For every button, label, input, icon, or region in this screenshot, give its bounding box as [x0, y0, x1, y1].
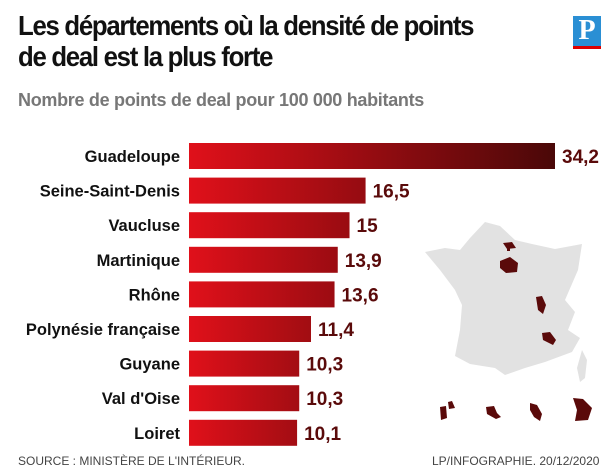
- chart-subtitle: Nombre de points de deal pour 100 000 ha…: [18, 90, 425, 110]
- category-label: Guadeloupe: [85, 148, 180, 166]
- loiret: [500, 257, 518, 273]
- value-label: 13,6: [342, 285, 379, 306]
- rhone: [536, 296, 546, 314]
- bar-6: [189, 350, 300, 377]
- bar-5: [189, 316, 311, 342]
- le-parisien-logo: P: [573, 16, 601, 49]
- category-label: Rhône: [129, 286, 180, 304]
- val-doise: [503, 242, 516, 249]
- bar-0: [189, 143, 555, 169]
- value-label: 11,4: [318, 320, 354, 341]
- value-label: 10,3: [306, 389, 343, 410]
- category-label: Martinique: [97, 252, 180, 270]
- bar-7: [189, 385, 300, 412]
- polynesie: [486, 406, 501, 419]
- value-label: 10,1: [304, 424, 341, 445]
- france-mainland: [425, 222, 582, 375]
- category-label: Vaucluse: [108, 217, 180, 235]
- category-label: Val d'Oise: [102, 390, 180, 408]
- guadeloupe: [440, 401, 455, 420]
- category-label: Seine-Saint-Denis: [40, 183, 180, 201]
- corsica: [577, 350, 587, 382]
- value-label: 15: [357, 216, 379, 237]
- value-label: 10,3: [306, 355, 343, 376]
- category-label: Polynésie française: [26, 321, 180, 339]
- bar-2: [189, 212, 350, 239]
- source-note: SOURCE : MINISTÈRE DE L'INTÉRIEUR.: [18, 454, 245, 468]
- category-label: Loiret: [134, 425, 180, 443]
- martinique: [530, 403, 542, 421]
- bar-1: [189, 177, 366, 204]
- category-label: Guyane: [119, 356, 180, 374]
- bar-4: [189, 281, 335, 308]
- france-map: [425, 222, 592, 421]
- guyane: [573, 398, 592, 421]
- value-label: 16,5: [373, 182, 410, 203]
- seine-saint-denis: [507, 248, 510, 251]
- bar-8: [189, 419, 298, 446]
- value-label: 34,2: [562, 147, 599, 168]
- credit-note: LP/INFOGRAPHIE. 20/12/2020: [432, 454, 600, 468]
- chart-title: Les départements où la densité de points…: [18, 10, 475, 72]
- vaucluse: [542, 332, 556, 345]
- bar-3: [189, 246, 338, 273]
- value-label: 13,9: [345, 251, 382, 272]
